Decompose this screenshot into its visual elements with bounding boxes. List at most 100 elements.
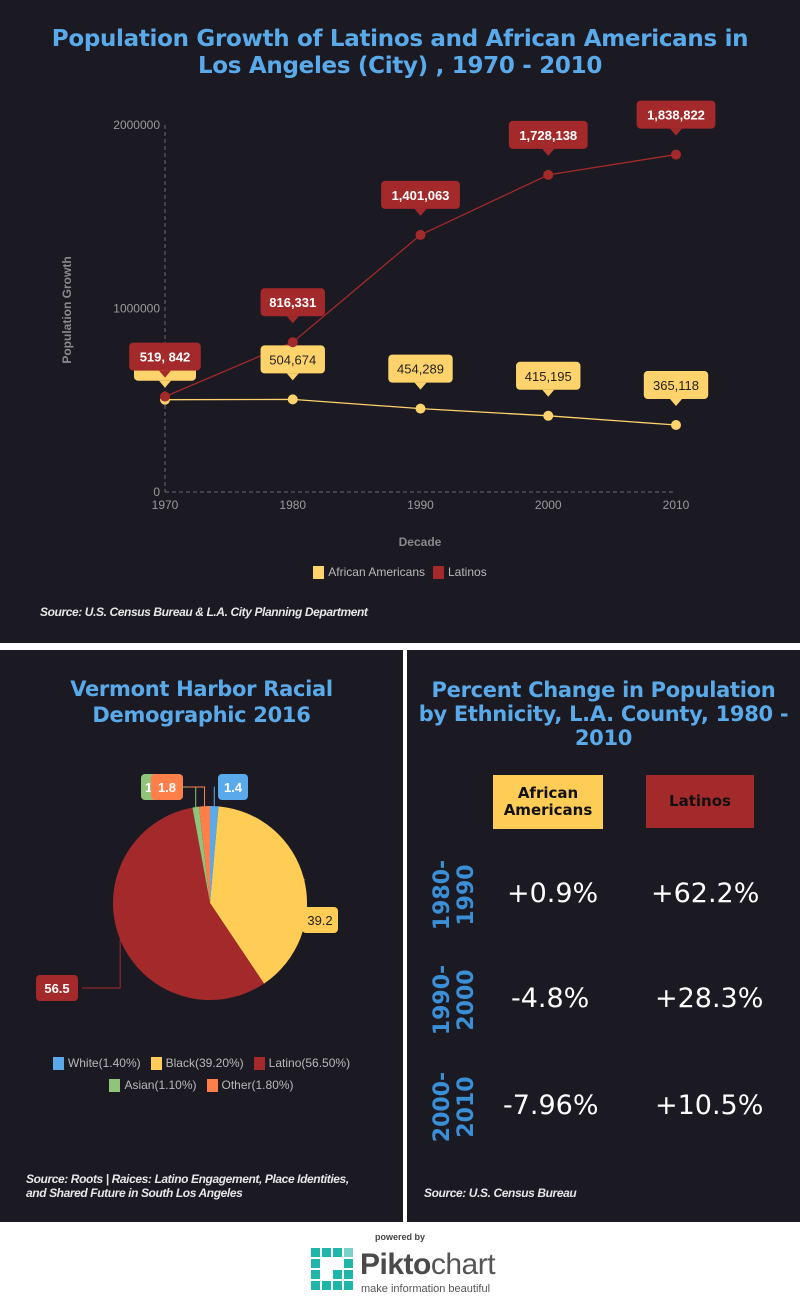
legend-item-white[interactable]: White(1.40%) (52, 1056, 141, 1070)
data-label-box (260, 345, 325, 374)
x-tick-label: 1990 (407, 498, 434, 512)
data-label: 1,401,063 (392, 188, 450, 203)
data-label: 1,728,138 (519, 128, 577, 143)
footer: powered by Piktochart make information b… (0, 1222, 800, 1303)
legend-swatch (206, 1078, 218, 1092)
latinos-change: +10.5% (655, 1090, 764, 1121)
data-label-pointer (670, 128, 682, 136)
percent-change-title: Percent Change in Population by Ethnicit… (418, 678, 789, 750)
african-americans-change: +0.9% (507, 878, 599, 909)
pie-leader-line (82, 939, 121, 989)
x-tick-label: 2010 (663, 498, 690, 512)
african-americans-change: -7.96% (503, 1090, 599, 1121)
data-point (543, 169, 554, 180)
data-label: 816,331 (269, 295, 316, 310)
pie-label-box (218, 774, 248, 800)
data-label-box (381, 180, 460, 209)
pie-chart: 1.156.539.21.41.8 (36, 774, 338, 1001)
y-tick-label: 0 (153, 485, 160, 499)
x-tick-label: 1970 (152, 498, 179, 512)
x-tick-label: 1980 (279, 498, 306, 512)
data-label-box (516, 361, 581, 390)
piktochart-brand[interactable]: Piktochart (360, 1248, 496, 1282)
piktochart-logo-icon[interactable] (311, 1248, 353, 1290)
data-point (415, 229, 426, 240)
data-point (287, 337, 298, 348)
legend-label: African Americans (328, 565, 425, 579)
data-label-pointer (542, 389, 555, 397)
legend-label: Other(1.80%) (221, 1078, 294, 1092)
data-point (160, 391, 170, 402)
pie-data-label: 1.8 (158, 780, 176, 795)
pie-label-box (36, 975, 78, 1001)
data-label-pointer (159, 380, 171, 388)
brand-tagline: make information beautiful (361, 1283, 491, 1295)
latinos-change: +28.3% (655, 983, 764, 1014)
data-label-pointer (286, 373, 299, 381)
legend-item-black[interactable]: Black(39.20%) (150, 1056, 244, 1070)
period-label: 1990- 2000 (430, 964, 479, 1036)
line-chart-legend: African Americans Latinos (0, 565, 800, 579)
pie-slice-latino (112, 807, 265, 1000)
legend-item[interactable]: Latinos (433, 565, 487, 579)
legend-label: Asian(1.10%) (124, 1078, 197, 1092)
data-label-box (508, 120, 588, 149)
data-label-pointer (670, 399, 682, 407)
data-label-box (388, 354, 453, 383)
legend-item[interactable]: African Americans (313, 565, 425, 579)
data-point (415, 403, 426, 414)
data-label-pointer (414, 208, 427, 216)
header-latinos: Latinos (646, 775, 754, 828)
legend-swatch (52, 1056, 64, 1070)
legend-swatch (253, 1056, 265, 1070)
data-point (671, 420, 681, 431)
data-label: 415,195 (525, 369, 572, 384)
pie-chart-source: Source: Roots | Raices: Latino Engagemen… (26, 1172, 349, 1200)
data-point (671, 149, 681, 160)
pie-label-box (151, 774, 183, 800)
percent-change-panel: Percent Change in Population by Ethnicit… (407, 650, 800, 1222)
legend-swatch (150, 1056, 162, 1070)
legend-item-other[interactable]: Other(1.80%) (206, 1078, 294, 1092)
data-point (287, 394, 298, 405)
african-americans-change: -4.8% (511, 983, 590, 1014)
pie-slice-other (199, 806, 210, 903)
brand-light: chart (430, 1248, 496, 1281)
data-label-box (643, 371, 709, 400)
percent-change-source: Source: U.S. Census Bureau (424, 1186, 577, 1200)
legend-label: Black(39.20%) (165, 1056, 244, 1070)
pie-label-box (302, 907, 338, 933)
line-chart-title: Population Growth of Latinos and African… (51, 26, 749, 79)
latinos-change: +62.2% (651, 878, 760, 909)
legend-item-asian[interactable]: Asian(1.10%) (109, 1078, 197, 1092)
pie-chart-legend: White(1.40%) Black(39.20%) Latino(56.50%) A… (20, 1056, 383, 1092)
pie-data-label: 1.4 (224, 780, 243, 795)
pie-chart-title: Vermont Harbor Racial Demographic 2016 (70, 677, 333, 727)
data-label-pointer (414, 382, 427, 390)
data-label-pointer (542, 148, 555, 156)
header-african-americans: African Americans (493, 775, 603, 829)
data-label-box (636, 100, 716, 129)
legend-label: White(1.40%) (67, 1056, 141, 1070)
x-tick-label: 2000 (535, 498, 562, 512)
pie-slice-white (210, 806, 219, 903)
pie-data-label: 39.2 (307, 913, 332, 928)
pie-chart-panel: Vermont Harbor Racial Demographic 2016 1… (0, 650, 403, 1222)
line-chart-source: Source: U.S. Census Bureau & L.A. City P… (40, 605, 368, 619)
legend-label: Latinos (448, 565, 487, 579)
y-tick-label: 1000000 (113, 302, 160, 316)
pie-leader-line (187, 786, 206, 807)
data-label: 1,838,822 (647, 108, 705, 123)
pie-slice-asian (192, 806, 210, 903)
legend-swatch (433, 565, 444, 579)
legend-swatch (109, 1078, 121, 1092)
data-label: 519, 842 (140, 350, 191, 365)
brand-bold: Pikto (360, 1248, 431, 1281)
line-chart: 0 1000000 2000000 1970 1980 1990 2000 2010 Decad… (60, 100, 716, 549)
data-point (543, 410, 554, 421)
pie-data-label: 56.5 (44, 981, 69, 996)
data-label-pointer (159, 370, 171, 378)
legend-item-latino[interactable]: Latino(56.50%) (253, 1056, 350, 1070)
line-chart-panel: Population Growth of Latinos and African… (0, 0, 800, 643)
x-axis-label: Decade (399, 535, 442, 549)
